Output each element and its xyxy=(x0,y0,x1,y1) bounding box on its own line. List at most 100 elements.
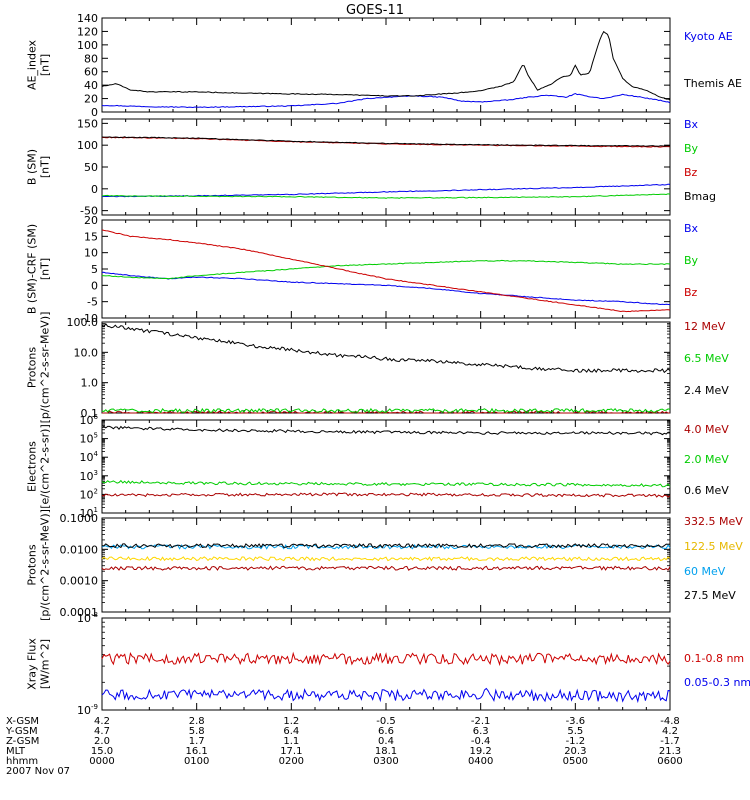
panel-7: 10-9 10-8 Xray Flux [W/m^2] 0.1-0.8 nm 0.05-0… xyxy=(26,611,750,717)
plot-title: GOES-11 xyxy=(346,3,404,18)
y-axis-label: Electrons xyxy=(26,441,39,492)
legend-label: Bz xyxy=(684,286,698,299)
y-axis-label: B (SM)-CRF (SM) xyxy=(26,224,39,314)
footer-row-label: 2007 Nov 07 xyxy=(6,766,70,777)
footer-row-label: Y-GSM xyxy=(5,726,38,737)
y-tick-label: 20 xyxy=(84,214,98,227)
footer-value: 18.1 xyxy=(375,746,397,757)
series-line-60-mev xyxy=(101,544,671,550)
series-line-27-5-mev xyxy=(101,543,671,549)
panel-4: 0.1 1.0 10.0 100.0 Protons [p/(cm^2-s-sr-MeV)… xyxy=(26,312,730,424)
y-axis-label: [e/(cm^2-s-sr)] xyxy=(39,424,52,509)
y-tick-label: 0.0100 xyxy=(60,543,99,556)
series-line-332-5-mev xyxy=(101,565,671,571)
footer-value: 1.7 xyxy=(189,736,205,747)
y-tick-label: 105 xyxy=(80,432,98,446)
footer-value: 4.2 xyxy=(662,726,678,737)
series-line-0-1-0-8-nm xyxy=(101,651,671,667)
series-line-themis-ae xyxy=(101,30,671,101)
footer-value: 0500 xyxy=(563,756,588,767)
y-tick-label: 60 xyxy=(84,66,98,79)
y-tick-label: 1.0 xyxy=(81,377,99,390)
y-tick-label: 10.0 xyxy=(74,346,99,359)
footer-value: 16.1 xyxy=(186,746,208,757)
y-tick-label: 120 xyxy=(77,25,98,38)
y-tick-label: 0 xyxy=(91,183,98,196)
footer-value: 5.8 xyxy=(189,726,205,737)
y-tick-label: 10-8 xyxy=(77,611,98,625)
series-line-2-4-mev xyxy=(101,322,671,374)
series-line-bx xyxy=(101,183,671,198)
y-tick-label: 15 xyxy=(84,230,98,243)
y-tick-label: 140 xyxy=(77,12,98,25)
legend-label: Bz xyxy=(684,166,698,179)
y-axis-label: Protons xyxy=(26,544,39,585)
legend-label: 12 MeV xyxy=(684,320,726,333)
legend-label: 2.0 MeV xyxy=(684,453,729,466)
y-tick-label: 104 xyxy=(80,450,99,464)
footer-row-label: MLT xyxy=(6,746,26,757)
footer-value: 0.4 xyxy=(378,736,394,747)
y-axis-label: [nT] xyxy=(39,156,52,178)
panel-frame xyxy=(101,118,671,216)
footer-value: 6.3 xyxy=(473,726,489,737)
footer-row-label: Z-GSM xyxy=(6,736,39,747)
y-tick-label: 106 xyxy=(80,413,99,427)
footer-value: -0.4 xyxy=(471,736,491,747)
footer-value: 4.7 xyxy=(94,726,110,737)
y-axis-label: Protons xyxy=(26,347,39,388)
y-tick-label: -50 xyxy=(80,205,98,218)
y-tick-label: 10 xyxy=(84,247,98,260)
legend-label: Bmag xyxy=(684,190,716,203)
legend-label: 6.5 MeV xyxy=(684,352,729,365)
y-tick-label: 50 xyxy=(84,161,98,174)
footer-value: 0600 xyxy=(657,756,682,767)
footer-value: 15.0 xyxy=(91,746,113,757)
footer-value: 0000 xyxy=(89,756,114,767)
y-tick-label: -5 xyxy=(87,296,98,309)
y-tick-label: 0.1 xyxy=(81,407,99,420)
footer-value: 4.2 xyxy=(94,716,110,727)
series-line-by xyxy=(101,193,671,199)
y-tick-label: 0.0001 xyxy=(60,606,99,619)
footer-value: -0.5 xyxy=(376,716,396,727)
legend-label: 27.5 MeV xyxy=(684,589,736,602)
legend-label: Bx xyxy=(684,118,699,131)
y-axis-label: [p/(cm^2-s-sr-MeV)] xyxy=(39,312,52,424)
legend-label: By xyxy=(684,254,699,267)
legend-label: 0.1-0.8 nm xyxy=(684,652,744,665)
panel-frame xyxy=(101,219,671,319)
legend-label: 60 MeV xyxy=(684,565,726,578)
footer-value: 17.1 xyxy=(280,746,302,757)
y-tick-label: 150 xyxy=(77,117,98,130)
footer-value: 0100 xyxy=(184,756,209,767)
series-line-0-05-0-3-nm xyxy=(101,687,671,704)
y-axis-label: B (SM) xyxy=(26,149,39,185)
legend-label: 0.05-0.3 nm xyxy=(684,676,750,689)
footer-value: 20.3 xyxy=(564,746,586,757)
y-tick-label: 100 xyxy=(77,39,98,52)
footer-value: 2.8 xyxy=(189,716,205,727)
y-tick-label: 0 xyxy=(91,106,98,119)
footer-value: -2.1 xyxy=(471,716,491,727)
footer-value: 6.6 xyxy=(378,726,394,737)
y-axis-label: [nT] xyxy=(39,54,52,76)
series-line-bmag xyxy=(101,136,671,147)
footer-value: 0400 xyxy=(468,756,493,767)
footer-value: 2.0 xyxy=(94,736,110,747)
y-tick-label: -10 xyxy=(80,312,98,325)
y-tick-label: 0 xyxy=(91,279,98,292)
footer-row-label: X-GSM xyxy=(6,716,39,727)
legend-label: 0.6 MeV xyxy=(684,484,729,497)
panel-frame xyxy=(101,517,671,613)
footer-row-label: hhmm xyxy=(6,756,38,767)
y-tick-label: 20 xyxy=(84,93,98,106)
footer-value: -3.6 xyxy=(566,716,586,727)
footer-value: 6.4 xyxy=(283,726,299,737)
legend-label: 2.4 MeV xyxy=(684,384,729,397)
legend-label: 4.0 MeV xyxy=(684,423,729,436)
